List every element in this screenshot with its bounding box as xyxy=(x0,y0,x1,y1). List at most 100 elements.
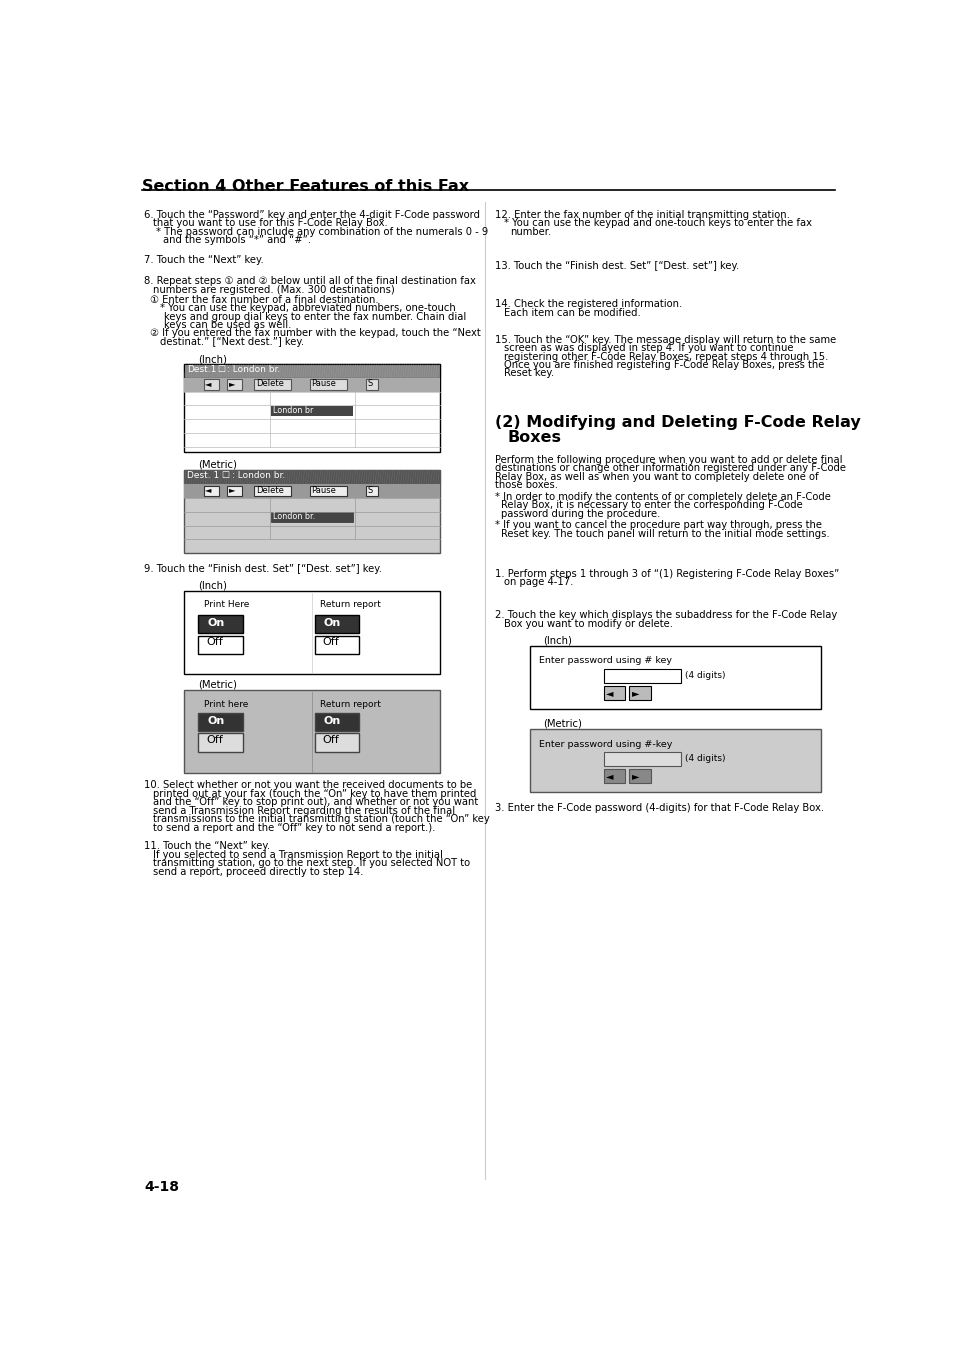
Text: : London br.: : London br. xyxy=(227,365,280,374)
Text: Return report: Return report xyxy=(319,600,380,609)
Text: S: S xyxy=(367,485,372,494)
Text: S: S xyxy=(367,380,372,388)
Bar xyxy=(184,484,439,497)
Text: Off: Off xyxy=(322,638,338,647)
Text: 10. Select whether or not you want the received documents to be: 10. Select whether or not you want the r… xyxy=(144,781,472,790)
Bar xyxy=(629,769,650,782)
Text: Perform the following procedure when you want to add or delete final: Perform the following procedure when you… xyxy=(495,455,841,465)
Bar xyxy=(314,615,359,634)
Text: * If you want to cancel the procedure part way through, press the: * If you want to cancel the procedure pa… xyxy=(495,520,821,530)
Text: Off: Off xyxy=(206,638,223,647)
Text: Dest.1: Dest.1 xyxy=(187,365,216,374)
Bar xyxy=(314,734,359,753)
Text: Pause: Pause xyxy=(311,485,336,494)
Text: 6. Touch the “Password” key and enter the 4-digit F-Code password: 6. Touch the “Password” key and enter th… xyxy=(144,209,479,220)
Text: Delete: Delete xyxy=(255,380,283,388)
Text: ◄: ◄ xyxy=(605,771,613,781)
Text: * In order to modify the contents of or completely delete an F-Code: * In order to modify the contents of or … xyxy=(495,492,830,501)
Text: ►: ► xyxy=(632,688,639,698)
Bar xyxy=(198,636,243,654)
Bar xyxy=(310,485,347,496)
Text: 13. Touch the “Finish dest. Set” [“Dest. set”] key.: 13. Touch the “Finish dest. Set” [“Dest.… xyxy=(495,261,739,270)
Bar xyxy=(184,470,439,554)
Text: 9. Touch the “Finish dest. Set” [“Dest. set”] key.: 9. Touch the “Finish dest. Set” [“Dest. … xyxy=(144,565,381,574)
Text: to send a report and the “Off” key to not send a report.).: to send a report and the “Off” key to no… xyxy=(153,823,436,832)
Text: keys and group dial keys to enter the fax number. Chain dial: keys and group dial keys to enter the fa… xyxy=(164,312,466,322)
Text: London br.: London br. xyxy=(273,512,314,521)
Text: Relay Box, it is necessary to enter the corresponding F-Code: Relay Box, it is necessary to enter the … xyxy=(500,500,802,511)
Text: Once you are finished registering F-Code Relay Boxes, press the: Once you are finished registering F-Code… xyxy=(504,359,824,370)
Text: transmitting station, go to the next step. If you selected NOT to: transmitting station, go to the next ste… xyxy=(153,858,470,869)
Bar xyxy=(253,485,291,496)
Text: (2) Modifying and Deleting F-Code Relay: (2) Modifying and Deleting F-Code Relay xyxy=(495,415,860,430)
Text: ◄: ◄ xyxy=(205,485,212,494)
Text: ☐: ☐ xyxy=(216,365,225,374)
Text: on page 4-17.: on page 4-17. xyxy=(504,577,573,588)
Text: (4 digits): (4 digits) xyxy=(684,671,724,680)
Text: send a report, proceed directly to step 14.: send a report, proceed directly to step … xyxy=(153,867,363,877)
Bar xyxy=(204,380,219,390)
Bar xyxy=(603,753,680,766)
Bar xyxy=(314,713,359,731)
Text: 12. Enter the fax number of the initial transmitting station.: 12. Enter the fax number of the initial … xyxy=(495,209,789,220)
Bar xyxy=(271,512,353,523)
Text: and the symbols “*” and “#”.: and the symbols “*” and “#”. xyxy=(162,235,311,246)
Bar xyxy=(184,363,439,453)
Text: * The password can include any combination of the numerals 0 - 9: * The password can include any combinati… xyxy=(156,227,488,236)
Bar xyxy=(603,769,624,782)
Text: that you want to use for this F-Code Relay Box.: that you want to use for this F-Code Rel… xyxy=(153,219,388,228)
Text: keys can be used as well.: keys can be used as well. xyxy=(164,320,292,330)
Bar xyxy=(314,636,359,654)
Text: 3. Enter the F-Code password (4-digits) for that F-Code Relay Box.: 3. Enter the F-Code password (4-digits) … xyxy=(495,802,823,813)
Text: number.: number. xyxy=(510,227,551,236)
Text: * You can use the keypad and one-touch keys to enter the fax: * You can use the keypad and one-touch k… xyxy=(504,219,812,228)
Text: Dest. 1: Dest. 1 xyxy=(187,471,219,480)
Text: London br: London br xyxy=(273,407,313,415)
Text: Print here: Print here xyxy=(204,700,248,708)
Text: ►: ► xyxy=(229,485,234,494)
Text: screen as was displayed in step 4. If you want to continue: screen as was displayed in step 4. If yo… xyxy=(504,343,793,353)
Bar xyxy=(530,728,820,792)
Text: On: On xyxy=(323,716,341,725)
Text: Delete: Delete xyxy=(255,485,283,494)
Text: Box you want to modify or delete.: Box you want to modify or delete. xyxy=(504,619,673,628)
Bar xyxy=(603,686,624,700)
Text: (Inch): (Inch) xyxy=(542,636,572,646)
Bar xyxy=(253,380,291,390)
Bar xyxy=(227,485,242,496)
Bar xyxy=(184,690,439,774)
Text: 7. Touch the “Next” key.: 7. Touch the “Next” key. xyxy=(144,254,264,265)
Text: those boxes.: those boxes. xyxy=(495,480,558,490)
Text: (Metric): (Metric) xyxy=(198,680,237,689)
Text: (Inch): (Inch) xyxy=(198,580,227,590)
Text: 15. Touch the “OK” key. The message display will return to the same: 15. Touch the “OK” key. The message disp… xyxy=(495,335,836,345)
Text: Relay Box, as well as when you want to completely delete one of: Relay Box, as well as when you want to c… xyxy=(495,471,818,482)
Text: ►: ► xyxy=(632,771,639,781)
Text: On: On xyxy=(323,617,341,628)
Text: destinations or change other information registered under any F-Code: destinations or change other information… xyxy=(495,463,845,473)
Text: (Inch): (Inch) xyxy=(198,354,227,365)
Bar xyxy=(198,615,243,634)
Bar xyxy=(198,734,243,753)
Text: 14. Check the registered information.: 14. Check the registered information. xyxy=(495,299,681,309)
Text: Each item can be modified.: Each item can be modified. xyxy=(504,308,640,317)
Text: On: On xyxy=(208,617,225,628)
Bar xyxy=(184,378,439,392)
Text: (4 digits): (4 digits) xyxy=(684,754,724,763)
Text: Enter password using # key: Enter password using # key xyxy=(538,657,672,666)
Bar xyxy=(365,380,377,390)
Text: 4-18: 4-18 xyxy=(144,1179,179,1194)
Bar xyxy=(198,713,243,731)
Text: registering other F-Code Relay Boxes, repeat steps 4 through 15.: registering other F-Code Relay Boxes, re… xyxy=(504,351,828,362)
Bar xyxy=(184,363,439,378)
Text: ① Enter the fax number of a final destination.: ① Enter the fax number of a final destin… xyxy=(150,295,378,304)
Text: 11. Touch the “Next” key.: 11. Touch the “Next” key. xyxy=(144,842,270,851)
Text: Return report: Return report xyxy=(319,700,380,708)
Text: Reset key. The touch panel will return to the initial mode settings.: Reset key. The touch panel will return t… xyxy=(500,528,829,539)
Text: Boxes: Boxes xyxy=(507,430,561,444)
Text: Section 4 Other Features of this Fax: Section 4 Other Features of this Fax xyxy=(142,180,469,195)
Text: (Metric): (Metric) xyxy=(542,719,581,728)
Text: Enter password using #-key: Enter password using #-key xyxy=(538,739,672,748)
Text: ☐: ☐ xyxy=(221,471,230,480)
Text: 1. Perform steps 1 through 3 of “(1) Registering F-Code Relay Boxes”: 1. Perform steps 1 through 3 of “(1) Reg… xyxy=(495,569,839,578)
